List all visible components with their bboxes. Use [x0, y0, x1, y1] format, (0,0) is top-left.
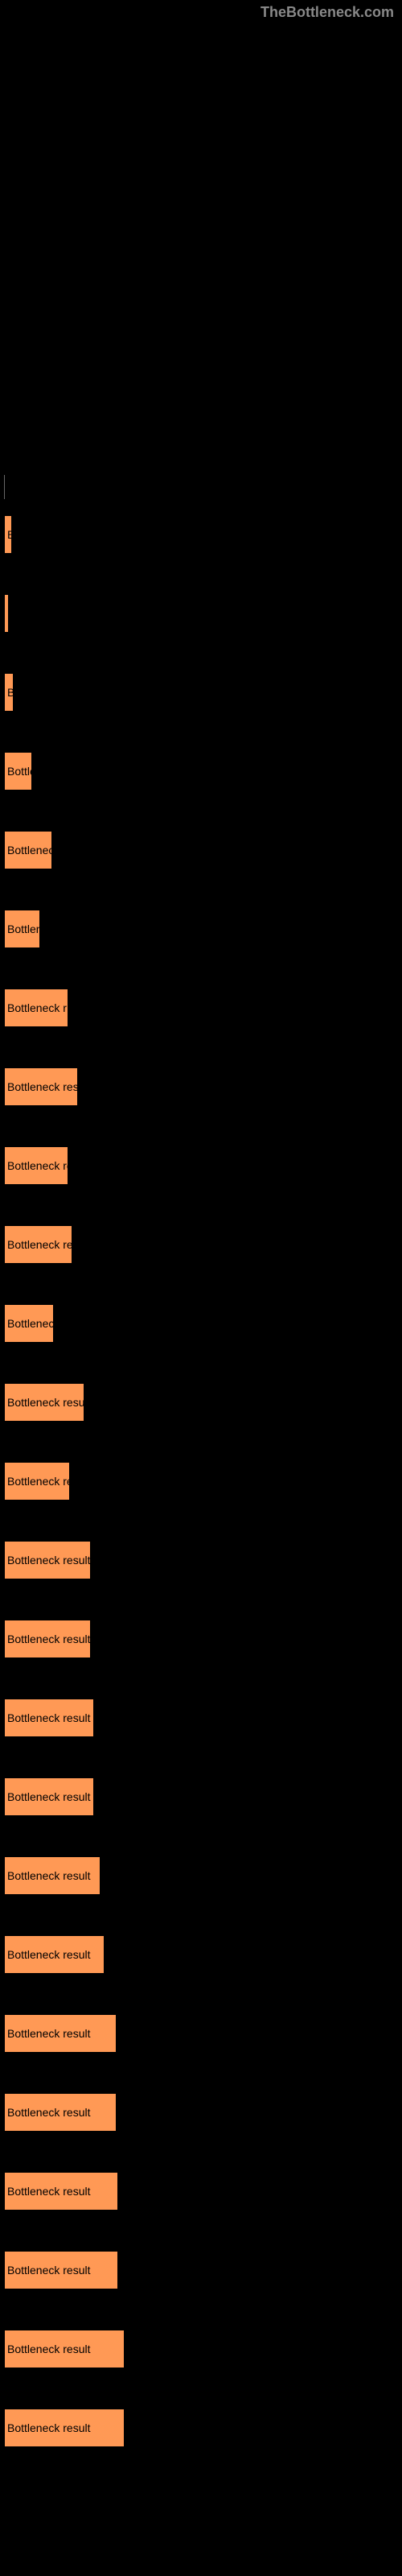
bar: Bottleneck [4, 831, 52, 869]
bar: B [4, 673, 14, 712]
bar-label: Bottleneck result [7, 2027, 91, 2040]
bar-row: Bottleneck result [4, 2409, 402, 2447]
bar-label: Bottleneck [7, 1317, 54, 1330]
bar-row: Bottleneck result [4, 1856, 402, 1895]
bars-container: B B B Bottle Bottleneck Bottlen Bottleneck r Bo… [4, 515, 402, 2447]
bar-label: Bottleneck result [7, 2264, 91, 2277]
bar: Bottleneck re [4, 1146, 68, 1185]
bar-row: Bottleneck res [4, 1225, 402, 1264]
bar-label: Bottleneck re [7, 1159, 68, 1172]
bar-row: Bottleneck result [4, 1541, 402, 1579]
bar: Bottleneck resu [4, 1067, 78, 1106]
watermark: TheBottleneck.com [260, 4, 394, 21]
bar-label: Bottleneck resu [7, 1080, 78, 1093]
bar-label: Bottleneck r [7, 1001, 67, 1014]
bar-label: Bottleneck result [7, 1711, 91, 1724]
bar: Bottleneck result [4, 2251, 118, 2289]
bar: Bottleneck result [4, 2330, 125, 2368]
bar-label: Bottleneck result [7, 1790, 91, 1803]
bar-row: Bottleneck result [4, 1699, 402, 1737]
bar: Bottleneck result [4, 1699, 94, 1737]
chart-container: B B B Bottle Bottleneck Bottlen Bottleneck r Bo… [0, 0, 402, 2447]
bar: Bottleneck result [4, 1856, 100, 1895]
bar: Bottleneck result [4, 2409, 125, 2447]
bar: Bottleneck result [4, 1620, 91, 1658]
bar-label: B [7, 686, 14, 699]
bar: Bottleneck result [4, 1935, 105, 1974]
bar-label: Bottleneck result [7, 1869, 91, 1882]
bar-label: Bottleneck result [7, 2106, 91, 2119]
bar: Bottleneck result [4, 2014, 117, 2053]
bar: Bottleneck re [4, 1462, 70, 1501]
bar-label: Bottleneck res [7, 1238, 72, 1251]
bar: Bottleneck result [4, 2172, 118, 2211]
bar-label: Bottleneck result [7, 2343, 91, 2355]
bar: Bottleneck result [4, 1383, 84, 1422]
bar: Bottle [4, 752, 32, 791]
bar-row: B [4, 673, 402, 712]
bar-label: Bottle [7, 765, 32, 778]
bar: Bottleneck [4, 1304, 54, 1343]
bar: Bottleneck r [4, 989, 68, 1027]
bar-row: Bottleneck result [4, 2251, 402, 2289]
bar-label: Bottleneck result [7, 1396, 84, 1409]
bar-label: Bottleneck result [7, 1633, 91, 1645]
bar-row: Bottleneck r [4, 989, 402, 1027]
bar-row: Bottleneck result [4, 1383, 402, 1422]
bar-row: Bottleneck result [4, 2093, 402, 2132]
bar: B [4, 594, 9, 633]
bar-row: Bottleneck result [4, 1935, 402, 1974]
bar-label: B [7, 528, 12, 541]
bar-label: Bottleneck result [7, 1554, 91, 1567]
bar-row: Bottleneck [4, 1304, 402, 1343]
bar-label: Bottleneck re [7, 1475, 70, 1488]
bar-row: Bottleneck result [4, 1777, 402, 1816]
bar-label: Bottleneck [7, 844, 52, 857]
bar-row: Bottleneck result [4, 2330, 402, 2368]
bar-row: Bottleneck resu [4, 1067, 402, 1106]
bar-row: Bottleneck result [4, 2014, 402, 2053]
bar-row: Bottleneck re [4, 1146, 402, 1185]
bar-row: Bottleneck re [4, 1462, 402, 1501]
bar-row: Bottlen [4, 910, 402, 948]
bar-label: Bottleneck result [7, 2421, 91, 2434]
bar-row: Bottleneck [4, 831, 402, 869]
bar: Bottleneck result [4, 1777, 94, 1816]
bar: Bottlen [4, 910, 40, 948]
bar-row: B [4, 515, 402, 554]
bar-row: Bottle [4, 752, 402, 791]
bar: Bottleneck result [4, 2093, 117, 2132]
bar-label: Bottleneck result [7, 2185, 91, 2198]
bar-row: Bottleneck result [4, 1620, 402, 1658]
bar-label: Bottlen [7, 923, 40, 935]
bar-row: Bottleneck result [4, 2172, 402, 2211]
bar: Bottleneck res [4, 1225, 72, 1264]
bar: B [4, 515, 12, 554]
bar-label: B [7, 607, 9, 620]
bar-row: B [4, 594, 402, 633]
axis-marker [4, 475, 5, 499]
bar: Bottleneck result [4, 1541, 91, 1579]
bar-label: Bottleneck result [7, 1948, 91, 1961]
